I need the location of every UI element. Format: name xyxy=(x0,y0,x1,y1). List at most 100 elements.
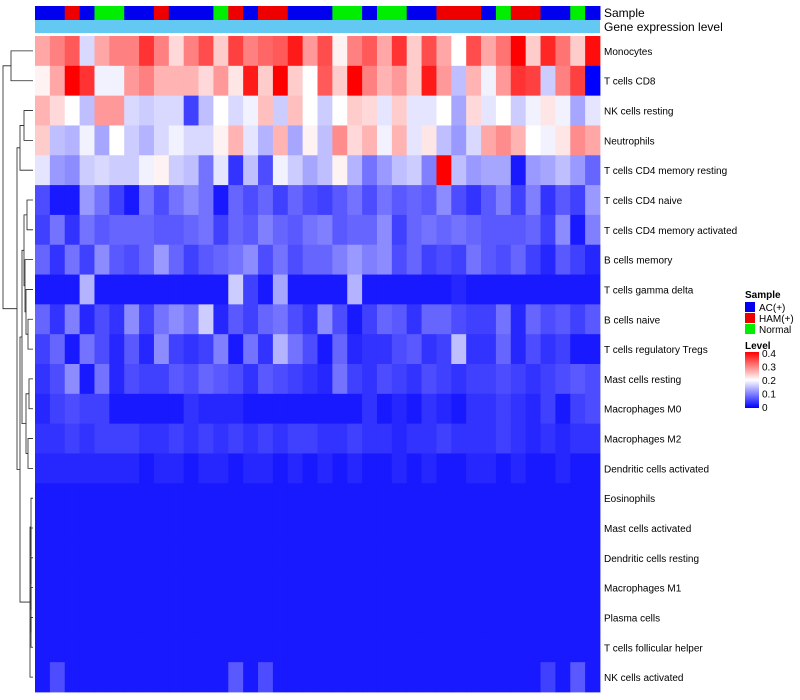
heatmap-cell xyxy=(570,483,586,514)
heatmap-cell xyxy=(109,274,125,305)
sample-annotation-cell xyxy=(64,6,81,20)
dendrogram-branch xyxy=(28,378,33,410)
heatmap-cell xyxy=(317,453,333,484)
heatmap-cell xyxy=(555,542,571,574)
heatmap-cell xyxy=(213,423,229,454)
heatmap-cell xyxy=(287,244,304,275)
heatmap-cell xyxy=(168,95,185,126)
heatmap-cell xyxy=(198,662,214,693)
heatmap-cell xyxy=(570,364,586,395)
row-label: B cells naive xyxy=(604,315,661,326)
heatmap-cell xyxy=(495,632,512,663)
row-dendrogram xyxy=(2,50,33,678)
heatmap-cell xyxy=(481,65,497,97)
heatmap-cell xyxy=(540,65,556,97)
heatmap-cell xyxy=(406,513,422,544)
heatmap-cell xyxy=(466,542,482,574)
heatmap-cell xyxy=(183,423,199,454)
heatmap-cell xyxy=(540,95,556,126)
heatmap-cell xyxy=(317,542,333,574)
heatmap-cell xyxy=(406,334,422,365)
heatmap-cell xyxy=(243,185,259,216)
heatmap-cell xyxy=(451,65,467,97)
heatmap-cell xyxy=(585,36,601,67)
heatmap-cell xyxy=(302,214,318,246)
heatmap-cell xyxy=(272,542,289,574)
heatmap-cell xyxy=(139,36,155,67)
heatmap-cell xyxy=(94,36,110,67)
heatmap-cell xyxy=(332,602,348,633)
heatmap-cell xyxy=(317,36,333,67)
heatmap-cell xyxy=(64,632,81,663)
row-label: Macrophages M2 xyxy=(604,435,682,446)
heatmap-cell xyxy=(570,274,586,305)
heatmap-cell xyxy=(79,483,95,514)
heatmap-cell xyxy=(347,155,363,186)
heatmap-cell xyxy=(64,393,81,425)
sample-annotation-cell xyxy=(124,6,140,20)
heatmap-cell xyxy=(49,423,66,454)
heatmap-cell xyxy=(585,423,601,454)
heatmap-cell xyxy=(49,572,66,603)
heatmap-cell xyxy=(124,214,140,246)
heatmap-cell xyxy=(510,214,527,246)
heatmap-cell xyxy=(35,244,51,275)
sample-annotation-cell xyxy=(49,6,66,20)
sample-annotation-cell xyxy=(525,6,542,20)
heatmap-cell xyxy=(302,632,318,663)
heatmap-cell xyxy=(213,364,229,395)
heatmap-cell xyxy=(183,125,199,156)
heatmap-cell xyxy=(555,274,571,305)
heatmap-cell xyxy=(287,155,304,186)
heatmap-cell xyxy=(495,214,512,246)
heatmap-cell xyxy=(421,274,437,305)
heatmap-cell xyxy=(391,244,408,275)
heatmap-cell xyxy=(49,65,66,97)
heatmap-cell xyxy=(466,36,482,67)
heatmap-cell xyxy=(94,65,110,97)
heatmap-cell xyxy=(198,274,214,305)
heatmap-cell xyxy=(347,602,363,633)
heatmap-cell xyxy=(481,364,497,395)
heatmap-cell xyxy=(124,423,140,454)
heatmap-cell xyxy=(317,662,333,693)
heatmap-cell xyxy=(243,65,259,97)
heatmap-cell xyxy=(555,185,571,216)
heatmap-cell xyxy=(213,453,229,484)
heatmap-cell xyxy=(183,632,199,663)
heatmap-cell xyxy=(451,364,467,395)
heatmap-cell xyxy=(243,423,259,454)
heatmap-cell xyxy=(495,334,512,365)
heatmap-cell xyxy=(436,274,452,305)
heatmap-cell xyxy=(510,662,527,693)
heatmap-cell xyxy=(94,513,110,544)
heatmap-cell xyxy=(139,304,155,335)
heatmap-cell xyxy=(109,483,125,514)
heatmap-cell xyxy=(124,483,140,514)
heatmap-cell xyxy=(258,572,274,603)
heatmap-cell xyxy=(540,542,556,574)
heatmap-cell xyxy=(153,542,170,574)
heatmap-cell xyxy=(49,185,66,216)
heatmap-cell xyxy=(198,95,214,126)
heatmap-cell xyxy=(302,572,318,603)
heatmap-cell xyxy=(317,95,333,126)
sample-annotation-cell xyxy=(228,6,244,20)
heatmap-cell xyxy=(585,95,601,126)
heatmap-cell xyxy=(94,274,110,305)
heatmap-cell xyxy=(79,304,95,335)
heatmap-cell xyxy=(258,274,274,305)
heatmap-cell xyxy=(451,95,467,126)
heatmap-cell xyxy=(198,423,214,454)
heatmap-cell xyxy=(168,483,185,514)
heatmap-cell xyxy=(183,334,199,365)
heatmap-cell xyxy=(139,393,155,425)
sample-annotation-cell xyxy=(421,6,437,20)
heatmap-cell xyxy=(109,304,125,335)
heatmap-cell xyxy=(421,453,437,484)
heatmap-cell xyxy=(139,125,155,156)
heatmap-cell xyxy=(570,453,586,484)
heatmap-cell xyxy=(362,214,378,246)
heatmap-cell xyxy=(481,334,497,365)
heatmap-cell xyxy=(94,214,110,246)
